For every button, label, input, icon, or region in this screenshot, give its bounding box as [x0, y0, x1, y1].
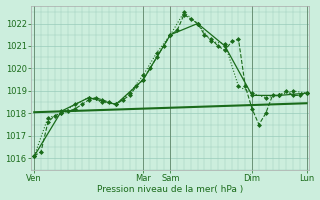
X-axis label: Pression niveau de la mer( hPa ): Pression niveau de la mer( hPa )	[97, 185, 243, 194]
